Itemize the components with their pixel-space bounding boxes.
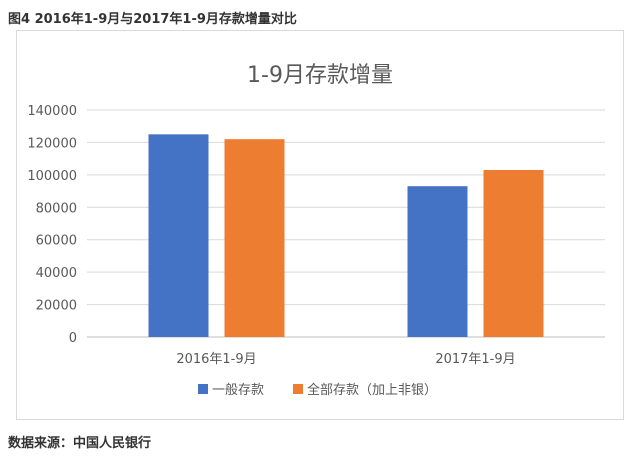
chart-title: 1-9月存款增量 — [247, 63, 393, 88]
legend-swatch — [198, 384, 208, 394]
y-tick-label: 120000 — [27, 136, 77, 151]
y-tick-label: 80000 — [36, 201, 77, 216]
y-tick-label: 40000 — [36, 266, 77, 281]
bar-total-deposit — [483, 169, 544, 337]
bar-total-deposit — [224, 139, 285, 337]
bar-general-deposit — [407, 186, 468, 337]
y-tick-label: 0 — [69, 331, 77, 346]
x-category-label: 2016年1-9月 — [176, 352, 256, 367]
y-tick-label: 140000 — [27, 104, 77, 119]
y-tick-label: 100000 — [27, 169, 77, 184]
bar-general-deposit — [148, 134, 209, 337]
source-note: 数据来源：中国人民银行 — [8, 436, 152, 451]
y-tick-label: 20000 — [36, 299, 77, 314]
y-tick-label: 60000 — [36, 234, 77, 249]
legend-swatch — [293, 384, 303, 394]
bar-chart: 1-9月存款增量 0 20000 40000 60000 80000 100000 1200… — [27, 63, 605, 398]
legend-label: 全部存款（加上非银） — [307, 382, 437, 398]
chart-frame: 1-9月存款增量 0 20000 40000 60000 80000 100000 1200… — [16, 30, 624, 420]
legend-label: 一般存款 — [212, 382, 264, 398]
figure-title: 图4 2016年1-9月与2017年1-9月存款增量对比 — [8, 12, 297, 27]
x-category-label: 2017年1-9月 — [435, 352, 515, 367]
